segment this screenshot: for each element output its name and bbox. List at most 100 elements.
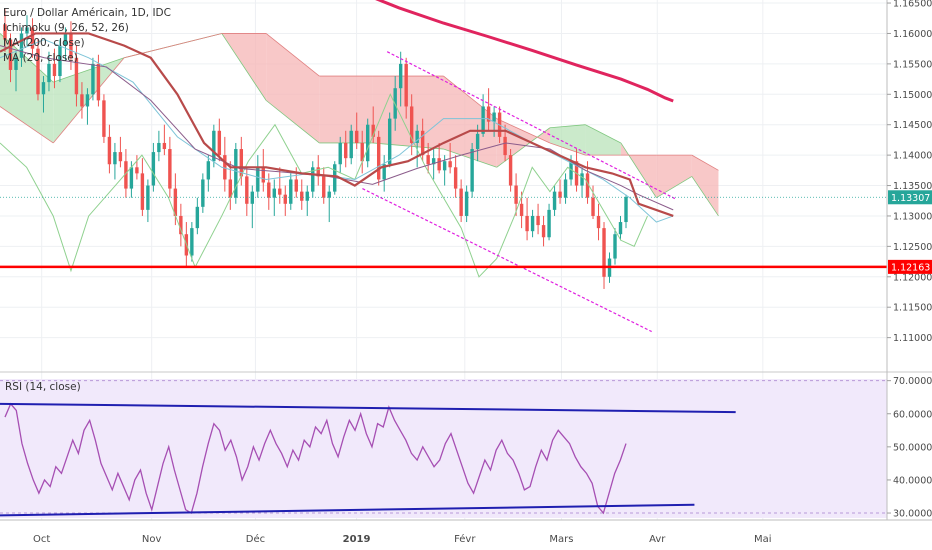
candle-body (228, 179, 233, 198)
candle-body (223, 155, 227, 180)
candle-body (426, 155, 430, 165)
candle (580, 167, 584, 198)
candle (300, 179, 304, 210)
candle-body (349, 130, 353, 159)
candle (371, 106, 375, 143)
candle (250, 185, 255, 229)
tenkan-line (0, 39, 674, 223)
candle-body (118, 152, 123, 162)
candle (30, 18, 35, 58)
candle-body (25, 27, 29, 34)
x-tick-label: Mars (549, 534, 573, 545)
y-tick-label: 1.13000 (893, 211, 932, 222)
candle-body (272, 188, 276, 198)
candle-body (212, 130, 216, 162)
x-tick-label: Févr (454, 533, 476, 545)
legend-ma20: MA (20, close) (3, 52, 78, 64)
candle-body (261, 167, 265, 183)
candle-body (173, 188, 178, 216)
candle (464, 185, 469, 223)
candle-body (250, 191, 255, 204)
candle-body (344, 142, 348, 159)
candle-body (398, 63, 403, 89)
candle (228, 161, 233, 210)
candle (80, 82, 84, 119)
candle (146, 179, 150, 223)
rsi-tick-label: 40.0000 (893, 475, 932, 486)
candle (360, 130, 364, 174)
y-tick-label: 1.15500 (893, 59, 932, 70)
channel-lower-line (362, 188, 652, 333)
symbol-title: Euro / Dollar Américain, 1D, IDC (3, 7, 171, 19)
candle-body (338, 142, 342, 165)
candle (25, 15, 29, 46)
senkou-a-segment (221, 33, 267, 101)
candle-body (162, 142, 167, 150)
rsi-tick-label: 70.0000 (893, 376, 932, 387)
last-price-text: 1.13307 (891, 193, 930, 204)
candle (563, 173, 568, 204)
candle-body (431, 158, 436, 165)
price-axis-ticks: 1.16500 1.16000 1.15500 1.15000 1.14500 1.140… (887, 0, 932, 344)
candle-body (179, 215, 183, 235)
cloud-segment (266, 33, 320, 143)
y-tick-label: 1.12000 (893, 272, 932, 283)
candle-body (283, 194, 287, 204)
channel-upper-line (386, 51, 676, 200)
last-price-label: 1.13307 (888, 190, 932, 205)
candle (618, 215, 623, 241)
rsi-legend: RSI (14, close) (5, 381, 81, 393)
candle (459, 179, 463, 223)
candle (355, 112, 359, 150)
rsi-tick-label: 60.0000 (893, 409, 932, 420)
candle-body (36, 48, 40, 95)
rsi-axis-ticks: 70.0000 60.0000 50.0000 40.0000 30.0000 (887, 376, 932, 520)
candle-body (569, 161, 573, 180)
cloud-segment (585, 124, 621, 156)
senkou-a-segment (443, 148, 497, 168)
candle (8, 33, 13, 83)
candle-body (376, 136, 381, 180)
x-tick-label: 2019 (343, 534, 371, 545)
candle-body (371, 124, 375, 137)
rsi-line (4, 402, 627, 515)
candle-body (206, 161, 211, 180)
candle (525, 197, 529, 241)
senkou-a-segment (620, 142, 657, 198)
candle-body (63, 33, 68, 46)
candle-body (355, 130, 359, 143)
candle (426, 142, 430, 174)
rsi-tick-label: 30.0000 (893, 509, 932, 520)
senkou-a-segment (549, 124, 586, 129)
x-tick-label: Oct (33, 534, 50, 545)
candle (514, 173, 518, 216)
candle (107, 124, 112, 174)
candle-body (124, 161, 128, 189)
rsi-tick-label: 50.0000 (893, 442, 932, 453)
candle (415, 124, 419, 168)
candle-body (508, 155, 513, 186)
candle-body (85, 94, 90, 107)
candle (596, 203, 601, 241)
main-legend: Euro / Dollar Américain, 1D, IDC Ichimok… (3, 6, 171, 66)
candle-body (514, 185, 518, 204)
candle-body (217, 130, 222, 156)
candle-body (366, 124, 370, 162)
candle-body (448, 161, 452, 168)
candle-body (294, 179, 298, 192)
candle (316, 155, 320, 186)
candle-body (140, 173, 145, 210)
senkou-a-segment (585, 124, 622, 144)
candle-body (30, 27, 35, 49)
ma20-line (0, 45, 674, 211)
candle-body (547, 209, 551, 238)
x-tick-label: Mai (754, 534, 772, 545)
candle-body (239, 149, 244, 177)
y-tick-label: 1.16000 (893, 29, 932, 40)
candle (602, 222, 606, 289)
candle (305, 185, 309, 216)
candle (431, 149, 436, 180)
ma200-line (375, 0, 674, 103)
